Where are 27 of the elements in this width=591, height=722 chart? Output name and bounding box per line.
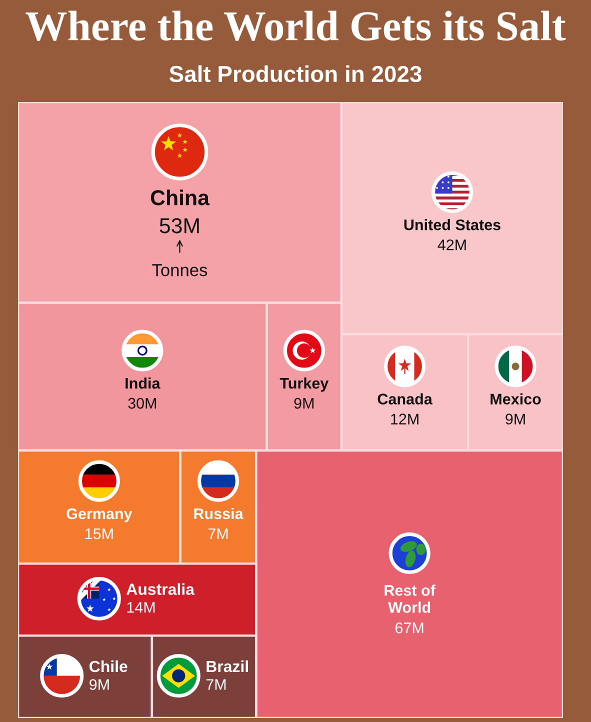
text: Tonnes	[152, 264, 208, 276]
data-label: 7M	[206, 679, 226, 690]
data-label: 7M	[208, 528, 228, 540]
category-label: United States	[404, 219, 500, 230]
data-label: 9M	[90, 679, 109, 690]
data-label: 12M	[391, 414, 418, 424]
category-label: Turkey	[280, 377, 329, 392]
category-label: Chile	[90, 660, 128, 672]
category-label: Canada	[378, 393, 432, 404]
category-label: India	[126, 377, 160, 389]
text: Where the World Gets its Salt	[26, 10, 566, 41]
category-label: China	[150, 190, 210, 206]
data-label: 30M	[128, 398, 156, 409]
data-label: 9M	[294, 398, 314, 409]
data-label: 67M	[395, 622, 424, 634]
data-label: 42M	[438, 239, 466, 250]
category-label: Australia	[126, 583, 195, 595]
data-label: 53M	[160, 218, 199, 234]
category-label: Russia	[194, 508, 244, 520]
data-label: 15M	[85, 528, 113, 540]
data-label: 14M	[127, 602, 155, 613]
category-label: Brazil	[206, 660, 248, 672]
text: Salt Production in 2023	[169, 65, 422, 82]
category-label: Germany	[66, 508, 132, 522]
category-label: Mexico	[490, 393, 541, 404]
category-label: Rest of World	[384, 584, 436, 613]
data-label: 9M	[506, 414, 525, 424]
